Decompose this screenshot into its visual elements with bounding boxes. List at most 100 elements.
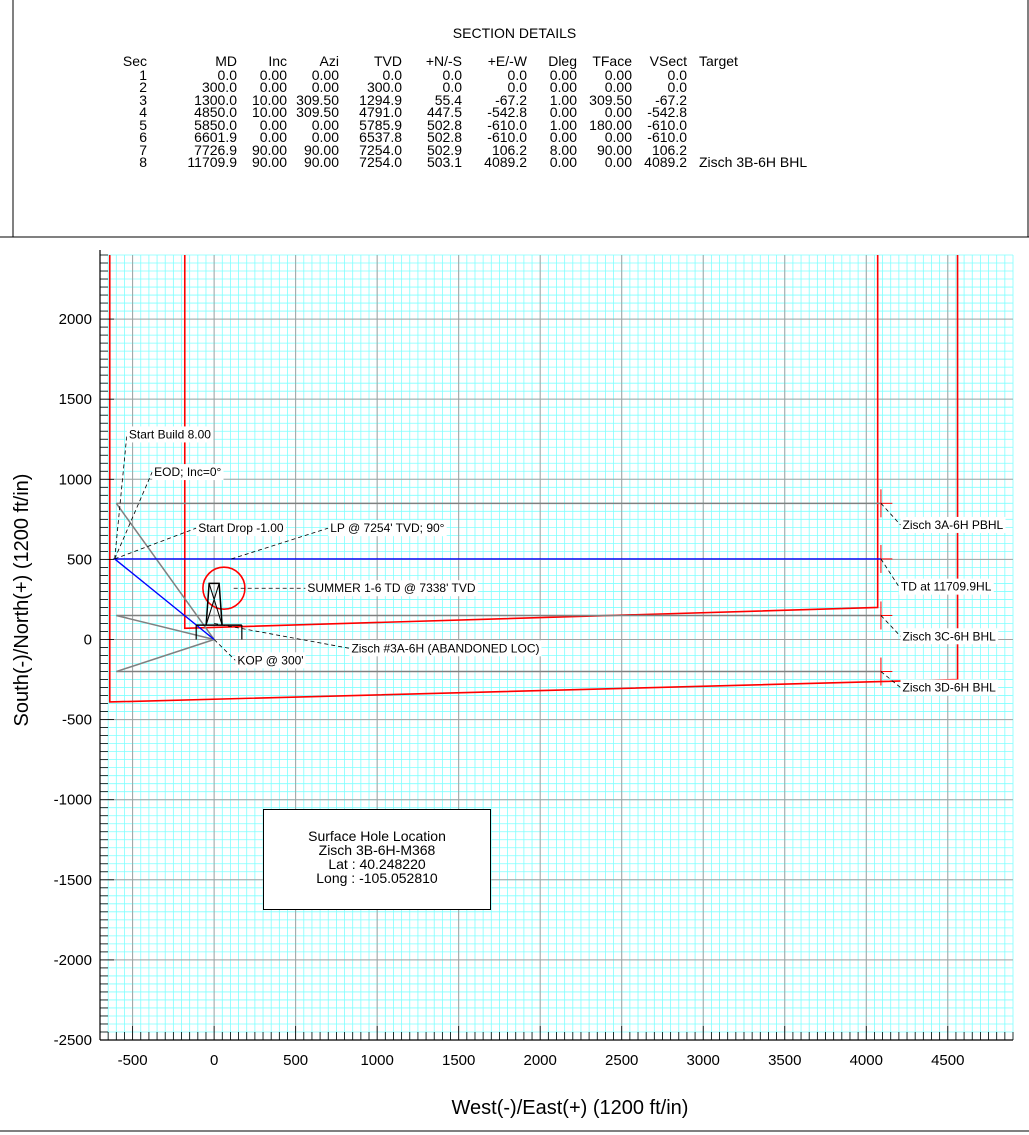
- annotation-background: [349, 640, 542, 657]
- annotation-label: Start Build 8.00: [129, 427, 211, 441]
- x-tick-label: 0: [210, 1052, 218, 1069]
- table-cell: 0.00: [259, 116, 287, 133]
- table-cell: 55.4: [434, 91, 462, 108]
- table-cell: 1: [139, 66, 147, 83]
- table-cell: 0.0: [507, 66, 527, 83]
- table-cell: 3: [139, 91, 147, 108]
- x-tick-label: 1500: [442, 1052, 475, 1069]
- column-header-dleg: Dleg: [548, 53, 577, 69]
- minor-grid: [99, 254, 1014, 1041]
- wellpath: [112, 558, 881, 641]
- table-cell: 10.00: [251, 91, 287, 108]
- y-tick-label: 1000: [59, 471, 92, 488]
- slh-long: Long : -105.052810: [316, 870, 438, 886]
- table-cell: Zisch 3B-6H BHL: [699, 154, 808, 170]
- annotation-label: Start Drop -1.00: [198, 521, 284, 535]
- x-tick-label: 4500: [931, 1052, 964, 1069]
- table-cell: 300.0: [366, 79, 402, 95]
- annotation-leader: [114, 527, 197, 560]
- table-cell: 502.8: [426, 116, 462, 133]
- section-details-title: SECTION DETAILS: [452, 25, 577, 41]
- annotation-background: [152, 464, 224, 481]
- table-row: 4 4850.0 10.00 309.50 4791.0 447.5 -542.8 0.00 0…: [105, 104, 829, 120]
- table-cell: 7254.0: [359, 154, 402, 170]
- annotation-label: Zisch 3A-6H PBHL: [903, 518, 1004, 532]
- summer-well-circle: [202, 566, 246, 611]
- table-cell: 5: [139, 116, 147, 133]
- table-cell: 1.00: [549, 91, 577, 108]
- column-header-inc: Inc: [268, 53, 287, 69]
- table-cell: 90.00: [251, 154, 287, 170]
- table-cell: 309.50: [296, 104, 339, 120]
- table-cell: -542.8: [487, 104, 527, 120]
- table-row: 1 0.0 0.00 0.00 0.0 0.0 0.0 0.00 0.00 0.0: [105, 66, 829, 83]
- x-tick-label: 4000: [850, 1052, 883, 1069]
- table-cell: 0.0: [442, 79, 462, 95]
- table-cell: 90.00: [251, 141, 287, 158]
- table-cell: 6601.9: [194, 129, 237, 145]
- annotation-background: [196, 520, 286, 537]
- table-cell: 0.00: [549, 104, 577, 120]
- annotation-label: TD at 11709.9HL: [901, 580, 992, 594]
- annotation-leader: [213, 639, 236, 661]
- annotation-background: [126, 426, 214, 443]
- annotation-background: [328, 520, 447, 537]
- annotation-leader: [880, 503, 901, 526]
- y-tick-label: -2000: [54, 952, 92, 969]
- table-cell: 0.00: [311, 129, 339, 145]
- table-row: 5 5850.0 0.00 0.00 5785.9 502.8 -610.0 1.00 180.…: [105, 116, 829, 133]
- table-cell: -542.8: [647, 104, 687, 120]
- table-cell: 0.00: [549, 66, 577, 83]
- table-cell: 180.00: [589, 116, 632, 133]
- table-cell: 309.50: [589, 91, 632, 108]
- table-row: 6 6601.9 0.00 0.00 6537.8 502.8 -610.0 0.00 0.00…: [105, 129, 829, 145]
- annotation-leader: [880, 615, 901, 637]
- y-tick-label: -1000: [54, 792, 92, 809]
- lease-boundaries: [108, 255, 959, 703]
- table-cell: -610.0: [487, 116, 527, 133]
- annotation-label: Zisch #3A-6H (ABANDONED LOC): [351, 641, 539, 655]
- table-cell: 0.0: [442, 66, 462, 83]
- x-tick-label: 2000: [524, 1052, 557, 1069]
- table-cell: 0.00: [549, 79, 577, 95]
- annotation-label: LP @ 7254' TVD; 90°: [330, 521, 444, 535]
- table-cell: 4089.2: [484, 154, 527, 170]
- y-axis-ticks: -2500 -2000 -1500 -1000 -500 0 500 1000 1500 2000: [54, 254, 114, 1049]
- table-row: 7 7726.9 90.00 90.00 7254.0 502.9 106.2 8.00 90.…: [105, 141, 829, 158]
- table-cell: 0.0: [382, 66, 402, 83]
- column-header-ns: +N/-S: [425, 53, 462, 69]
- table-row: 2 300.0 0.00 0.00 300.0 0.0 0.0 0.00 0.00 0.0: [105, 79, 829, 95]
- annotation-background: [898, 578, 994, 595]
- table-cell: 0.00: [604, 154, 632, 170]
- annotation-background: [900, 628, 999, 645]
- table-cell: 447.5: [426, 104, 462, 120]
- y-tick-label: 2000: [59, 311, 92, 328]
- table-cell: 90.00: [596, 141, 632, 158]
- offset-well-path: [116, 614, 215, 641]
- annotation-background: [900, 679, 999, 696]
- summer-rig-symbol: [195, 566, 246, 640]
- table-cell: 502.8: [426, 129, 462, 145]
- table-cell: 6537.8: [359, 129, 402, 145]
- table-cell: 106.2: [491, 141, 527, 158]
- annotations: Start Build 8.00 EOD; Inc=0° Start Drop -1…: [114, 426, 1006, 696]
- table-cell: 4: [139, 104, 147, 120]
- table-cell: 8.00: [549, 141, 577, 158]
- table-cell: -610.0: [487, 129, 527, 145]
- surface-hole-location-box: Surface Hole Location Zisch 3B-6H-M368 L…: [263, 809, 491, 910]
- y-tick-label: 1500: [59, 391, 92, 408]
- table-cell: 0.00: [311, 116, 339, 133]
- x-tick-label: 3500: [768, 1052, 801, 1069]
- y-axis-label: South(-)/North(+) (1200 ft/in): [11, 474, 33, 727]
- table-cell: 4089.2: [644, 154, 687, 170]
- slh-lat: Lat : 40.248220: [328, 856, 426, 872]
- section-details-body: 1 0.0 0.00 0.00 0.0 0.0 0.0 0.00 0.00 0.0 2 300.0 0.…: [105, 66, 829, 170]
- annotation-leader: [880, 558, 900, 587]
- y-tick-label: -500: [62, 712, 92, 729]
- derrick-icon: [205, 582, 223, 626]
- table-cell: -610.0: [647, 116, 687, 133]
- table-cell: 90.00: [303, 141, 339, 158]
- annotation-background: [235, 652, 306, 669]
- table-cell: 11709.9: [187, 154, 237, 170]
